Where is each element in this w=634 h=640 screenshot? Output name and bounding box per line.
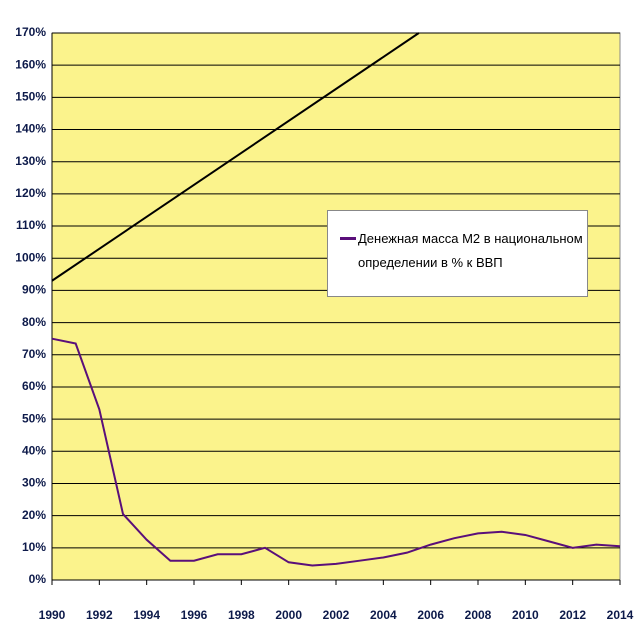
y-tick-label: 40% [22,443,46,457]
y-tick-label: 10% [22,540,46,554]
series-line [51,337,621,567]
legend: Денежная масса М2 в национальном определ… [327,210,588,297]
y-tick-label: 110% [16,218,46,232]
y-tick-label: 20% [22,508,46,522]
x-tick-label: 2014 [607,608,634,622]
plot-area [51,32,621,581]
x-tick-label: 2004 [370,608,397,622]
x-tick-label: 2002 [323,608,350,622]
y-tick-label: 130% [15,154,46,168]
y-tick-label: 160% [15,57,46,71]
x-tick-label: 1998 [228,608,255,622]
y-tick-label: 100% [15,250,46,264]
x-tick-label: 2000 [275,608,302,622]
x-tick-label: 2008 [465,608,492,622]
y-tick-label: 120% [15,186,46,200]
x-tick-label: 2010 [512,608,539,622]
legend-label: Денежная масса М2 в национальном определ… [358,231,583,270]
x-tick-label: 2012 [559,608,586,622]
y-tick-label: 50% [22,411,46,425]
x-tick-label: 1990 [39,608,66,622]
y-tick-label: 150% [15,90,46,104]
y-tick-label: 0% [29,572,47,586]
legend-swatch [340,237,356,240]
y-tick-label: 170% [15,25,46,39]
y-tick-label: 80% [22,315,46,329]
x-tick-label: 2006 [417,608,444,622]
x-tick-label: 1994 [133,608,160,622]
series-line [51,32,420,282]
y-tick-label: 30% [22,476,46,490]
x-tick-label: 1996 [181,608,208,622]
y-tick-label: 60% [22,379,46,393]
y-tick-label: 70% [22,347,46,361]
y-tick-label: 140% [15,122,46,136]
x-tick-label: 1992 [86,608,113,622]
y-tick-label: 90% [22,283,46,297]
